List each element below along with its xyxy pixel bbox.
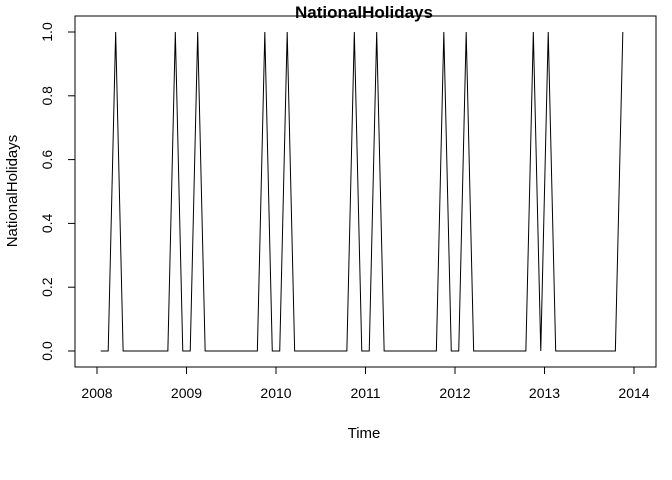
chart-title: NationalHolidays [295, 3, 433, 22]
y-tick-label: 0.4 [39, 213, 55, 233]
x-tick-label: 2010 [260, 385, 291, 401]
x-tick-label: 2009 [171, 385, 202, 401]
x-axis: 2008 2009 2010 2011 2012 2013 2014 [81, 366, 650, 401]
series-layer [100, 31, 624, 352]
y-tick-label: 0.8 [39, 86, 55, 106]
x-tick-label: 2013 [529, 385, 560, 401]
x-tick-label: 2012 [439, 385, 470, 401]
y-axis-label: NationalHolidays [4, 135, 21, 248]
y-tick-label: 1.0 [39, 22, 55, 42]
series-line [100, 31, 624, 352]
y-tick-label: 0.2 [39, 277, 55, 297]
y-axis: 0.0 0.2 0.4 0.6 0.8 1.0 [39, 22, 76, 361]
y-tick-label: 0.6 [39, 150, 55, 170]
x-tick-label: 2011 [350, 385, 380, 401]
y-tick-label: 0.0 [39, 341, 55, 361]
x-tick-label: 2014 [618, 385, 649, 401]
x-axis-label: Time [348, 425, 381, 442]
plot-frame [74, 15, 657, 368]
x-tick-label: 2008 [81, 385, 112, 401]
